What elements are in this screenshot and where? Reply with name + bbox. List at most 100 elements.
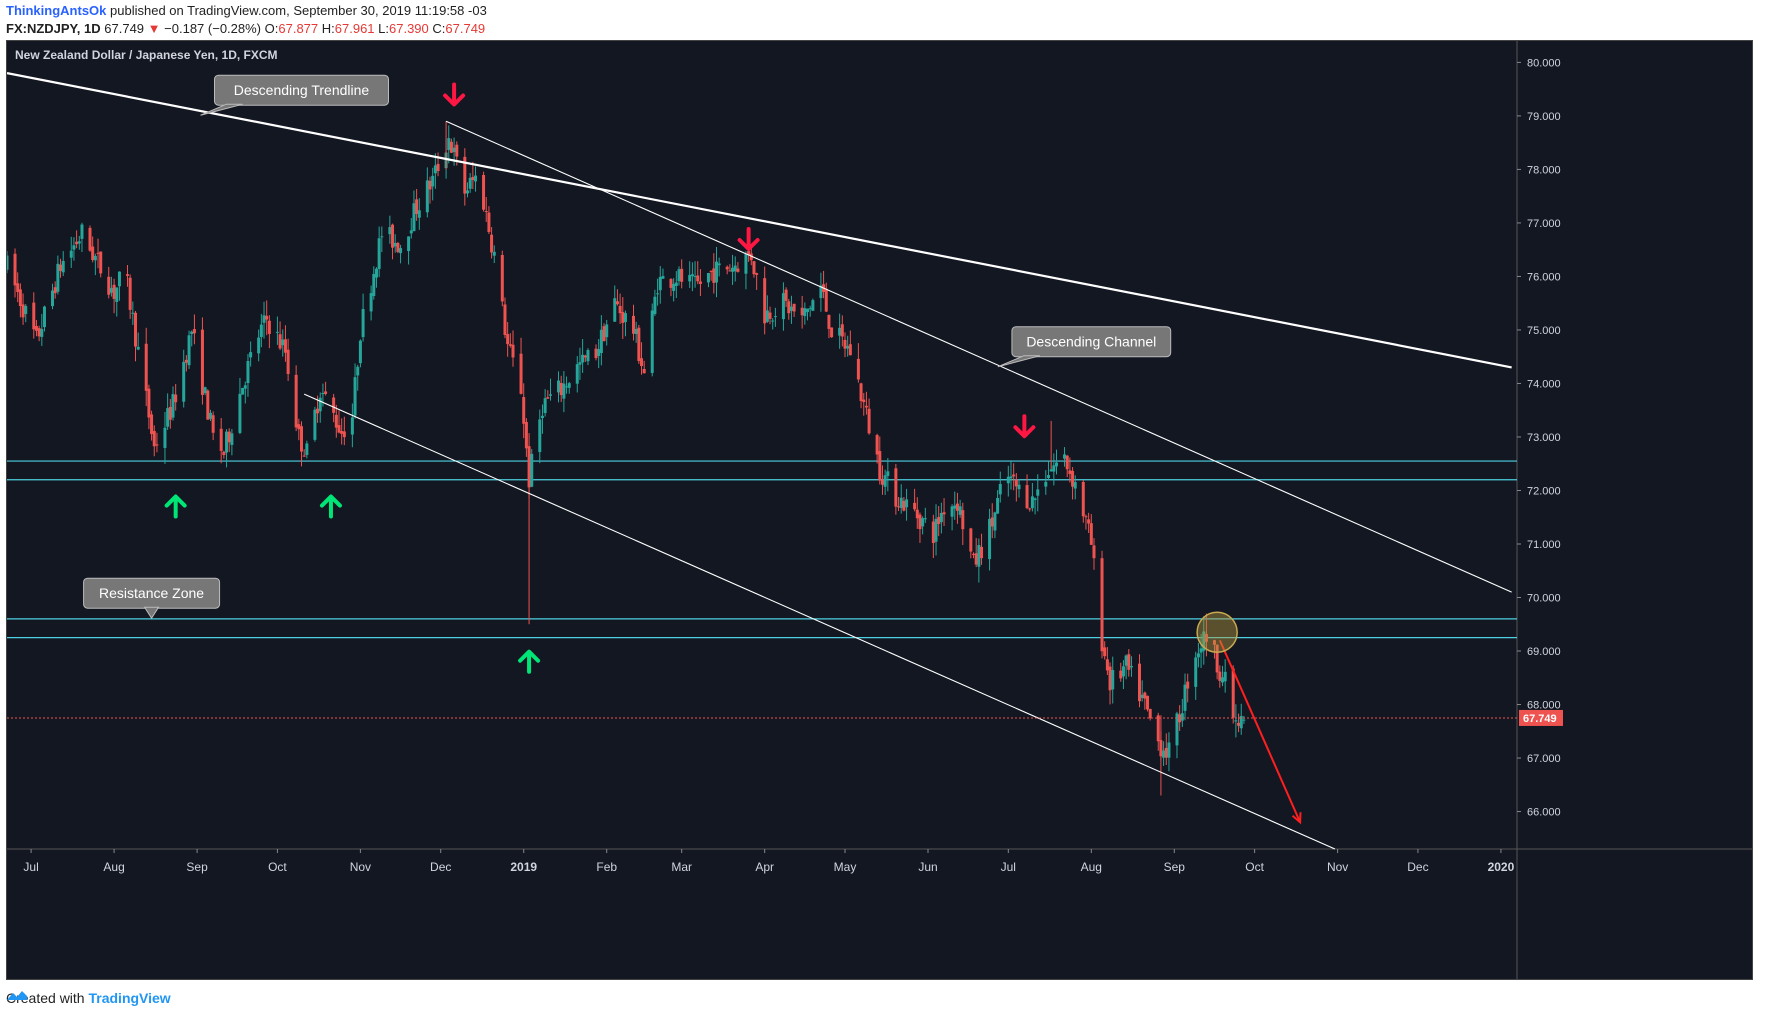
candle-body [1186, 681, 1190, 689]
candle-body [399, 248, 403, 254]
candle-body [1220, 677, 1224, 683]
candle-body [1103, 647, 1107, 657]
annotation-box-1 [1011, 326, 1172, 358]
candle-body [465, 190, 469, 194]
candle-body [773, 316, 777, 318]
candle-body [669, 279, 673, 288]
candle-body [605, 324, 609, 338]
candle-body [583, 355, 587, 358]
candle-body [819, 285, 823, 299]
candle-body [16, 283, 20, 292]
candle-body [449, 141, 453, 153]
candle-body [21, 304, 25, 318]
candle-body [562, 383, 566, 399]
candle-body [1223, 671, 1227, 682]
candle-body [1055, 462, 1059, 467]
candle-body [897, 506, 901, 508]
annotation-pointer-0 [200, 103, 243, 116]
candle-body [522, 397, 526, 424]
candle-body [613, 298, 617, 322]
candle-body [650, 310, 654, 373]
candle-body [508, 344, 512, 346]
last-price-label: 67.749 [104, 21, 145, 36]
candle-body [918, 514, 922, 530]
candle-body [7, 255, 9, 270]
candle-body [827, 314, 831, 329]
candle-body [693, 276, 697, 278]
x-tick-label-5: Dec [430, 860, 451, 874]
tradingview-brand[interactable]: TradingView [88, 990, 171, 1006]
candle-body [768, 312, 772, 319]
candle-body [594, 348, 598, 359]
candle-body [230, 433, 234, 445]
candle-body [763, 278, 767, 324]
candle-body [275, 331, 279, 333]
candle-body [661, 276, 665, 279]
open-value: 67.877 [278, 21, 319, 36]
y-tick-label-11: 69.000 [1527, 646, 1561, 658]
candle-body [658, 276, 662, 291]
candle-body [800, 307, 804, 316]
candle-body [961, 510, 965, 530]
candle-body [771, 320, 775, 322]
candle-body [372, 274, 376, 296]
candle-body [436, 163, 440, 172]
chart-panel[interactable]: 67.749 Descending Trendline Descending Cha… [6, 40, 1753, 980]
candle-body [913, 502, 917, 510]
candle-body [1183, 684, 1187, 711]
candle-body [1119, 670, 1123, 679]
candle-body [136, 346, 140, 350]
candle-body [168, 406, 172, 420]
change-arrow-icon: ▼ [147, 21, 161, 36]
annotation-pointer-2 [143, 606, 160, 620]
last-price-tag-label: 67.749 [1523, 713, 1557, 725]
candle-body [677, 269, 681, 282]
candle-body [150, 414, 154, 435]
red-down-arrow-icon-1-head [737, 237, 760, 251]
candle-body [131, 312, 135, 314]
candle-body [567, 383, 571, 388]
created-with-label: Created with [6, 990, 85, 1006]
candle-body [117, 271, 121, 287]
publish-line: ThinkingAntsOk published on TradingView.… [6, 3, 487, 18]
annotation-pointer-1 [997, 355, 1041, 368]
author-link[interactable]: ThinkingAntsOk [6, 3, 107, 18]
candle-body [581, 354, 585, 363]
candle-body [18, 289, 22, 307]
candle-body [75, 241, 79, 245]
candle-body [225, 431, 229, 453]
x-tick-label-15: Oct [1245, 860, 1264, 874]
candle-body [1148, 708, 1152, 719]
candle-body [621, 312, 625, 323]
candle-body [1124, 655, 1128, 666]
candle-body [996, 498, 1000, 514]
candle-body [1052, 465, 1056, 472]
candle-body [969, 528, 973, 552]
low-value: 67.390 [389, 21, 429, 36]
chart-canvas[interactable]: 67.749 Descending Trendline Descending Cha… [7, 41, 1752, 979]
candle-body [1063, 454, 1067, 459]
candle-body [227, 431, 231, 443]
candle-body [59, 264, 63, 271]
candle-body [51, 290, 55, 307]
candle-body [899, 497, 903, 508]
candle-body [171, 394, 175, 418]
candle-body [688, 274, 692, 282]
candle-body [243, 385, 247, 389]
candle-body [905, 499, 909, 508]
candle-body [482, 175, 486, 210]
change-label: −0.187 (−0.28%) [164, 21, 262, 36]
candle-body [265, 315, 269, 320]
red-down-arrow-icon-0-head [443, 93, 466, 107]
candle-body [334, 414, 338, 428]
candle-body [765, 310, 769, 322]
candle-body [1146, 695, 1150, 710]
y-tick-label-4: 76.000 [1527, 271, 1561, 283]
candle-body [500, 255, 504, 302]
candle-body [24, 306, 28, 314]
candle-body [219, 428, 223, 451]
candle-body [200, 329, 204, 395]
candle-body [557, 380, 561, 393]
candle-body [728, 270, 732, 272]
candle-body [1111, 670, 1115, 690]
